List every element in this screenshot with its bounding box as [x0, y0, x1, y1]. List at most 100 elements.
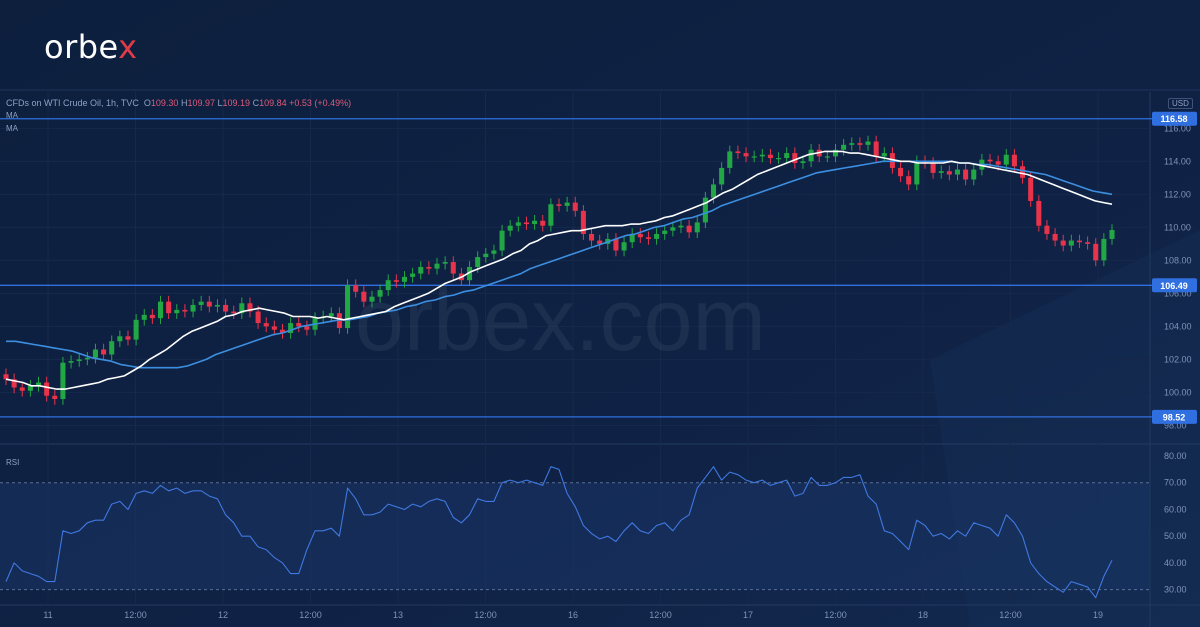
candle-body	[84, 357, 90, 360]
candle-body	[133, 319, 139, 340]
rsi-line	[5, 466, 1113, 599]
candle-body	[166, 301, 172, 314]
candle-body	[393, 280, 399, 282]
candle-body	[247, 303, 253, 312]
candle-body	[735, 151, 741, 154]
candle-body	[743, 153, 749, 157]
candle-body	[963, 169, 969, 180]
candle-body	[418, 266, 424, 274]
candle-body	[239, 303, 245, 314]
time-tick-label: 19	[1093, 610, 1103, 620]
watermark: orbex.com	[355, 270, 766, 369]
candle-body	[401, 276, 408, 282]
candle-body	[678, 225, 684, 228]
candle-body	[898, 167, 904, 177]
candle-body	[954, 169, 961, 175]
candle-body	[206, 301, 212, 307]
time-tick-label: 12:00	[299, 610, 322, 620]
rsi-tick-label: 60.00	[1164, 504, 1187, 514]
candle-body	[499, 230, 505, 251]
candle-body	[800, 161, 806, 163]
candle-body	[1093, 243, 1099, 261]
candle-body	[304, 326, 310, 330]
candle-body	[597, 240, 603, 244]
candle-body	[141, 314, 147, 320]
candle-body	[1060, 240, 1066, 246]
time-tick-label: 17	[743, 610, 753, 620]
candle-body	[971, 169, 977, 180]
close-value: 109.84	[259, 98, 287, 108]
price-tick-label: 112.00	[1164, 189, 1191, 199]
candle-body	[938, 171, 944, 173]
time-tick-label: 18	[918, 610, 928, 620]
rsi-tick-label: 30.00	[1164, 585, 1187, 595]
candle-body	[881, 153, 887, 157]
ma-legend-1[interactable]: MA	[6, 111, 18, 120]
candle-body	[475, 257, 481, 267]
candle-body	[808, 149, 814, 162]
rsi-tick-label: 50.00	[1164, 531, 1187, 541]
candle-body	[190, 304, 196, 312]
low-value: 109.19	[222, 98, 251, 108]
candle-body	[491, 250, 497, 254]
candle-body	[1036, 200, 1042, 226]
time-tick-label: 12:00	[824, 610, 847, 620]
candle-body	[426, 266, 432, 269]
candle-body	[76, 359, 82, 362]
candle-body	[442, 262, 448, 264]
candle-body	[832, 149, 839, 157]
candle-body	[589, 233, 595, 241]
candle-body	[1052, 233, 1058, 241]
rsi-legend[interactable]: RSI	[6, 458, 20, 467]
candle-body	[11, 379, 17, 388]
candle-body	[60, 362, 66, 400]
candle-body	[27, 385, 33, 391]
currency-badge[interactable]: USD	[1168, 98, 1193, 109]
candle-body	[580, 210, 586, 234]
candle-body	[1028, 177, 1034, 201]
candle-body	[198, 301, 204, 305]
price-tick-label: 110.00	[1164, 222, 1191, 232]
candle-body	[410, 273, 416, 277]
candle-body	[92, 349, 98, 358]
instrument-legend: CFDs on WTI Crude Oil, 1h, TVC O109.30 H…	[6, 98, 351, 108]
candle-body	[849, 143, 855, 145]
candle-body	[223, 304, 229, 312]
candle-body	[255, 311, 261, 324]
candle-body	[231, 311, 237, 314]
candle-body	[906, 176, 912, 185]
candle-body	[784, 153, 790, 159]
candle-body	[271, 326, 277, 330]
price-tick-label: 114.00	[1164, 156, 1191, 166]
high-value: 109.97	[187, 98, 215, 108]
candle-body	[19, 387, 25, 391]
candle-body	[767, 154, 773, 159]
price-level-label: 106.49	[1160, 281, 1188, 291]
candle-body	[68, 361, 74, 363]
orbex-logo: orbex	[44, 28, 138, 66]
candle-body	[865, 141, 871, 145]
candle-body	[353, 285, 359, 292]
candle-body	[361, 291, 367, 302]
ma-legend-2[interactable]: MA	[6, 124, 18, 133]
open-label: O	[143, 98, 151, 108]
candle-body	[1003, 154, 1009, 165]
candle-body	[182, 309, 188, 312]
candle-body	[125, 336, 131, 340]
candle-body	[995, 161, 1001, 165]
candle-body	[719, 167, 725, 185]
candle-body	[515, 222, 521, 226]
candle-body	[857, 143, 863, 145]
candle-body	[149, 314, 155, 319]
rsi-band	[0, 482, 1150, 590]
candle-body	[1101, 238, 1107, 261]
price-level-tag	[1152, 111, 1197, 126]
candle-body	[483, 253, 489, 258]
candle-body	[44, 382, 50, 396]
time-tick-label: 12	[218, 610, 228, 620]
low-label: L	[217, 98, 223, 108]
candle-body	[1068, 240, 1074, 246]
price-tick-label: 102.00	[1164, 354, 1192, 364]
candle-body	[3, 374, 9, 380]
